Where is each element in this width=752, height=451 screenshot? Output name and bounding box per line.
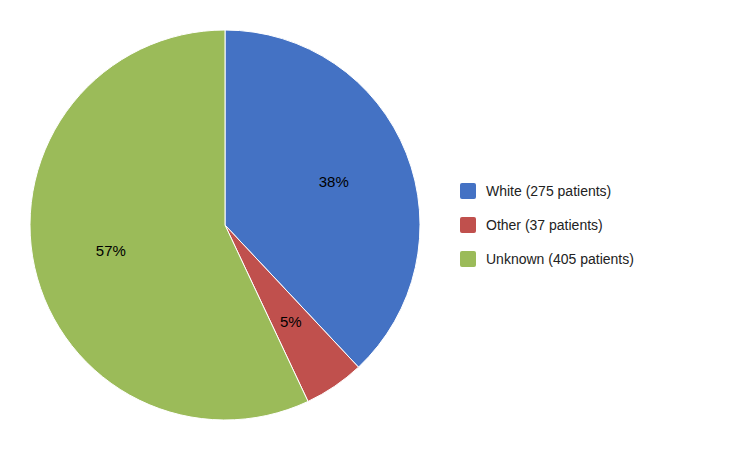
legend-label: Unknown (405 patients) <box>486 251 634 267</box>
chart: 38% 5% 57% White (275 patients) Other (37 pa… <box>0 0 752 451</box>
data-label: 57% <box>96 242 126 259</box>
data-labels: 38% 5% 57% <box>96 173 349 330</box>
pie-slice <box>30 30 308 420</box>
legend-swatch <box>460 183 476 199</box>
legend-label: Other (37 patients) <box>486 217 603 233</box>
pie <box>30 30 420 420</box>
legend-label: White (275 patients) <box>486 183 611 199</box>
data-label: 38% <box>319 173 349 190</box>
data-label: 5% <box>280 313 302 330</box>
legend-swatch <box>460 251 476 267</box>
legend-swatch <box>460 217 476 233</box>
legend: White (275 patients) Other (37 patients) U… <box>460 183 634 267</box>
